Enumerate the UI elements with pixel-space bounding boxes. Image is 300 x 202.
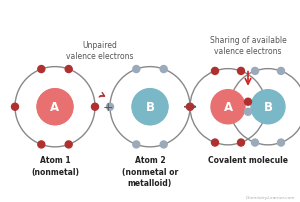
Text: Atom 2
(nonmetal or
metalloid): Atom 2 (nonmetal or metalloid) (122, 155, 178, 187)
Circle shape (132, 89, 168, 125)
Circle shape (212, 139, 218, 146)
Circle shape (187, 104, 194, 111)
Circle shape (38, 66, 45, 73)
Circle shape (244, 109, 251, 116)
Circle shape (211, 90, 245, 124)
Circle shape (160, 141, 167, 148)
Text: B: B (146, 101, 154, 114)
Circle shape (251, 90, 285, 124)
Text: Atom 1
(nonmetal): Atom 1 (nonmetal) (31, 155, 79, 176)
Circle shape (11, 104, 19, 111)
Circle shape (278, 68, 284, 75)
Circle shape (278, 139, 284, 146)
Circle shape (212, 68, 218, 75)
Circle shape (38, 141, 45, 148)
Circle shape (251, 68, 259, 75)
Text: Sharing of available
valence electrons: Sharing of available valence electrons (210, 35, 286, 56)
Circle shape (133, 66, 140, 73)
Text: ChemistryLearner.com: ChemistryLearner.com (245, 195, 295, 199)
Circle shape (238, 68, 244, 75)
Circle shape (238, 139, 244, 146)
Text: +: + (103, 101, 113, 114)
Circle shape (187, 104, 194, 111)
Circle shape (251, 139, 259, 146)
Circle shape (106, 104, 113, 111)
Circle shape (92, 104, 98, 111)
Circle shape (65, 66, 72, 73)
FancyArrowPatch shape (99, 93, 104, 98)
Text: A: A (50, 101, 60, 114)
Circle shape (37, 89, 73, 125)
Circle shape (65, 141, 72, 148)
Text: Covalent molecule: Covalent molecule (208, 155, 288, 164)
Circle shape (160, 66, 167, 73)
Text: Covalent Bond: Covalent Bond (84, 11, 216, 26)
Text: Unpaired
valence electrons: Unpaired valence electrons (66, 40, 134, 61)
Circle shape (244, 99, 251, 106)
Circle shape (133, 141, 140, 148)
Text: B: B (263, 101, 272, 114)
Text: A: A (224, 101, 232, 114)
